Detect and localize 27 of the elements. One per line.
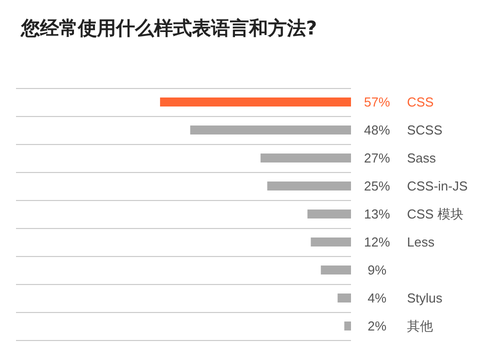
y-tick-label: CSS [407, 94, 434, 110]
y-tick-label: Less [406, 234, 435, 250]
data-label: 27% [364, 150, 390, 166]
y-tick-label: CSS 模块 [407, 206, 464, 222]
data-label: 13% [364, 206, 390, 222]
bar [307, 210, 351, 218]
bar [260, 154, 351, 162]
y-tick-label: SCSS [406, 122, 443, 138]
data-label: 9% [368, 262, 387, 278]
bar [320, 266, 351, 274]
bar [267, 182, 351, 190]
y-tick-label: Stylus [406, 290, 443, 306]
data-label: 57% [364, 94, 390, 110]
bar [338, 294, 351, 302]
data-label: 48% [364, 122, 390, 138]
data-label: 4% [368, 290, 387, 306]
bar [310, 238, 351, 246]
data-label: 25% [364, 178, 390, 194]
bar [344, 322, 351, 330]
y-tick-label: 其他 [407, 318, 433, 334]
data-label: 12% [364, 234, 390, 250]
bar [190, 126, 351, 134]
bar [160, 98, 351, 106]
data-label: 2% [368, 318, 387, 334]
y-tick-label: CSS-in-JS [406, 178, 468, 194]
chart-title: 您经常使用什么样式表语言和方法? [20, 18, 318, 40]
y-tick-label: Sass [406, 150, 436, 166]
